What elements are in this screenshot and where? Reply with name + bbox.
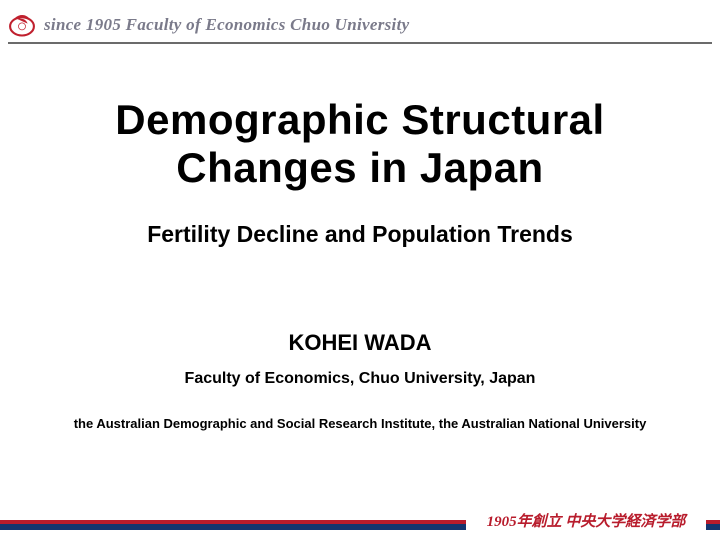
slide-subtitle: Fertility Decline and Population Trends	[0, 221, 720, 248]
footer-text: 1905年創立 中央大学経済学部	[487, 510, 686, 531]
title-line-2: Changes in Japan	[176, 144, 543, 191]
header-text: since 1905 Faculty of Economics Chuo Uni…	[44, 15, 409, 35]
secondary-affiliation: the Australian Demographic and Social Re…	[0, 416, 720, 431]
title-line-1: Demographic Structural	[115, 96, 604, 143]
author-name: KOHEI WADA	[0, 330, 720, 356]
slide-footer: 1905年創立 中央大学経済学部	[0, 486, 720, 540]
university-logo-icon	[8, 11, 36, 39]
footer-label-box: 1905年創立 中央大学経済学部	[466, 506, 706, 534]
primary-affiliation: Faculty of Economics, Chuo University, J…	[0, 370, 720, 388]
slide-content: Demographic Structural Changes in Japan …	[0, 44, 720, 486]
slide-title: Demographic Structural Changes in Japan	[0, 96, 720, 193]
slide-header: since 1905 Faculty of Economics Chuo Uni…	[0, 0, 720, 44]
